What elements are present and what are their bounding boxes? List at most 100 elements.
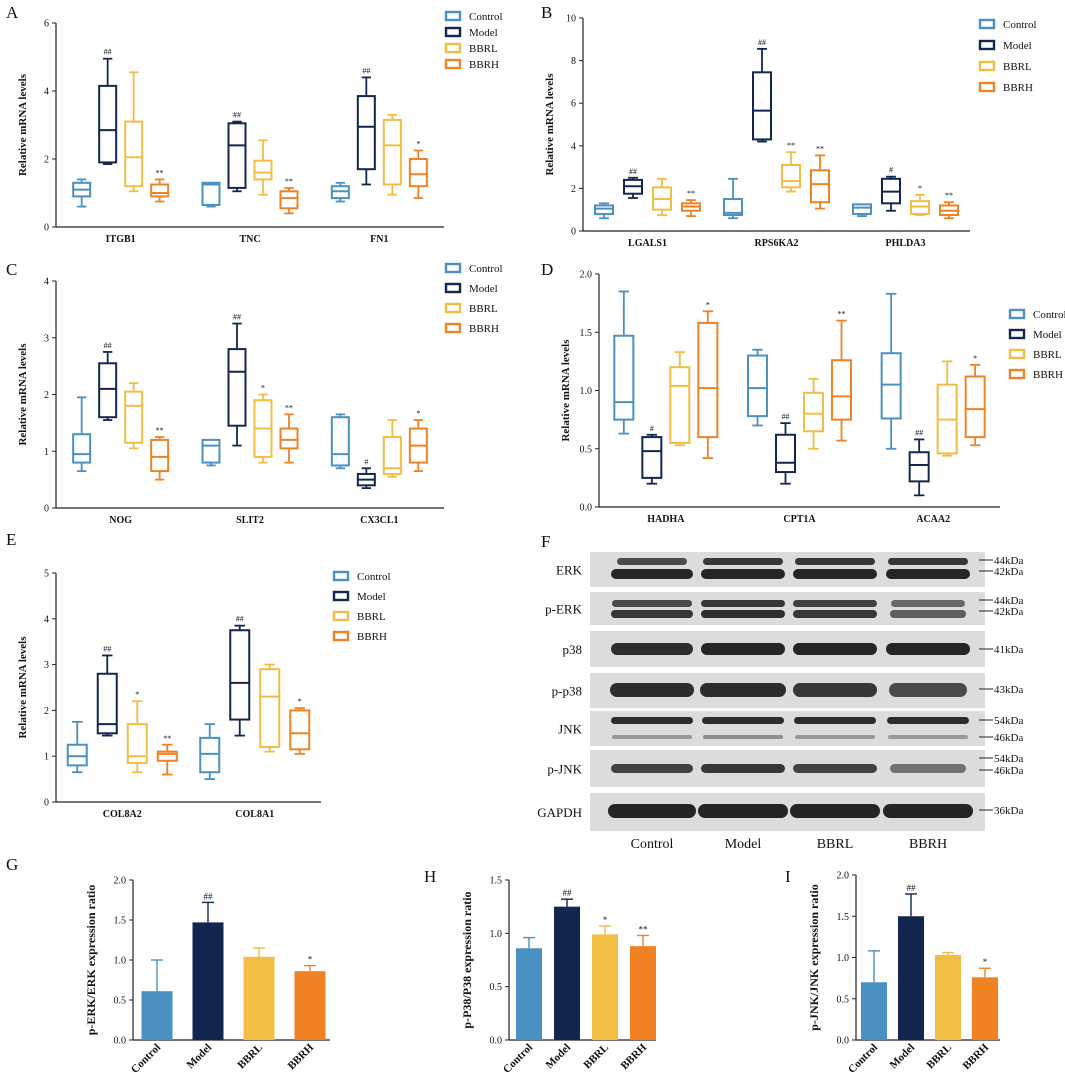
y-tick-label-h: 1.0: [490, 929, 503, 940]
x-tick-label-h: BBRL: [581, 1042, 611, 1072]
significance-label: *: [973, 354, 977, 363]
bar-bbrh: [972, 977, 998, 1040]
blot-band: [701, 610, 785, 618]
y-axis-label-a: Relative mRNA levels: [17, 73, 29, 176]
y-tick-label-c: 3: [44, 333, 49, 344]
bar-control: [516, 948, 542, 1040]
y-tick-label-e: 0: [44, 798, 49, 809]
significance-label: *: [416, 140, 420, 149]
box-control: [747, 354, 768, 418]
blot-band: [889, 683, 967, 697]
box-bbrl: [382, 436, 402, 475]
blot-band: [701, 600, 785, 607]
significance-label: **: [787, 141, 795, 150]
blot-band: [611, 610, 693, 618]
bar-model: [192, 922, 224, 1040]
y-tick-label-a: 0: [44, 223, 49, 234]
legend-swatch-bbrl: [978, 60, 996, 72]
legend-swatch-bbrl: [332, 610, 350, 622]
blot-band: [883, 804, 973, 818]
legend-label-bbrh: BBRH: [1003, 82, 1033, 94]
blot-band: [793, 600, 877, 607]
blot-band: [888, 735, 968, 739]
blot-band: [611, 764, 693, 773]
y-tick-label-e: 4: [44, 614, 49, 625]
y-axis-label-h: p-P38/P38 expression ratio: [460, 891, 474, 1028]
y-tick-label-h: 1.5: [490, 876, 503, 887]
blot-row-label: JNK: [558, 722, 582, 737]
x-tick-label-e: COL8A1: [235, 809, 274, 820]
y-tick-label-e: 3: [44, 660, 49, 671]
panel-label-h: H: [424, 867, 436, 886]
y-tick-label-b: 4: [571, 141, 576, 152]
y-tick-label-d: 1.0: [580, 386, 593, 397]
blot-band: [611, 569, 693, 579]
legend-label-bbrh: BBRH: [469, 59, 499, 71]
significance-label: *: [308, 955, 313, 965]
box-model: [641, 436, 663, 479]
chart-g: 0.0 0.5 1.0 1.5 2.0 p-ERK/ERK expression rati…: [84, 876, 330, 1076]
blot-band: [795, 558, 875, 565]
y-tick-label-b: 0: [571, 227, 576, 238]
y-tick-label-h: 0.0: [490, 1036, 503, 1047]
box-bbrh: [697, 321, 719, 439]
legend-label-bbrl: BBRL: [1003, 61, 1032, 73]
legend-swatch-model: [444, 282, 462, 294]
box-control: [330, 416, 350, 467]
y-tick-label-a: 6: [44, 19, 49, 30]
chart-h: 0.0 0.5 1.0 1.5 p-P38/P38 expression ratio Co…: [460, 876, 656, 1076]
legend-label-control: Control: [469, 11, 503, 23]
significance-label: ##: [907, 883, 917, 893]
blot-band: [700, 683, 786, 697]
legend-swatch-bbrh: [1008, 368, 1026, 380]
lane-label: Model: [725, 837, 762, 852]
x-tick-label-b: PHLDA3: [886, 238, 926, 249]
significance-label: ##: [758, 38, 766, 47]
blot-band: [793, 610, 877, 618]
x-tick-label-c: SLIT2: [236, 515, 264, 526]
legend-label-control: Control: [469, 263, 503, 275]
x-tick-label-a: ITGB1: [106, 234, 136, 245]
panel-label-c: C: [6, 260, 17, 279]
significance-label: ##: [629, 167, 637, 176]
y-axis-label-i: p-JNK/JNK expression ratio: [807, 884, 821, 1030]
y-tick-label-c: 4: [44, 277, 49, 288]
blot-band: [886, 569, 970, 579]
y-tick-label-e: 5: [44, 569, 49, 580]
blot-row-label: p38: [563, 642, 583, 657]
significance-label: ##: [104, 341, 112, 350]
bar-bbrl: [935, 955, 961, 1040]
blot-band: [612, 735, 692, 739]
legend-swatch-model: [978, 39, 996, 51]
marker-label: 42kDa: [994, 566, 1023, 578]
blot-band: [793, 643, 877, 655]
blot-band: [611, 717, 693, 724]
blot-row-label: p-JNK: [547, 762, 582, 777]
significance-label: #: [364, 457, 368, 466]
legend-swatch-model: [332, 590, 350, 602]
legend-swatch-bbrh: [978, 81, 996, 93]
box-bbrh: [831, 359, 852, 421]
y-tick-label-g: 1.0: [114, 956, 127, 967]
box-bbrl: [803, 391, 824, 433]
marker-label: 44kDa: [994, 595, 1023, 607]
box-control: [199, 736, 221, 774]
y-tick-label-e: 1: [44, 752, 49, 763]
significance-label: *: [983, 957, 988, 967]
blot-band: [610, 683, 694, 697]
x-tick-label-i: BBRL: [924, 1042, 954, 1072]
y-tick-label-g: 0.5: [114, 996, 127, 1007]
blot-row-label: p-p38: [552, 684, 582, 699]
significance-label: *: [706, 300, 710, 309]
significance-label: **: [285, 403, 293, 412]
box-control: [880, 352, 902, 420]
significance-label: **: [163, 734, 171, 743]
x-tick-label-g: Control: [129, 1042, 163, 1076]
marker-label: 46kDa: [994, 732, 1023, 744]
significance-label: **: [816, 144, 824, 153]
significance-label: *: [135, 690, 139, 699]
blot-band: [612, 600, 692, 607]
significance-label: *: [261, 384, 265, 393]
y-tick-label-d: 1.5: [580, 328, 593, 339]
legend-swatch-control: [444, 262, 462, 274]
